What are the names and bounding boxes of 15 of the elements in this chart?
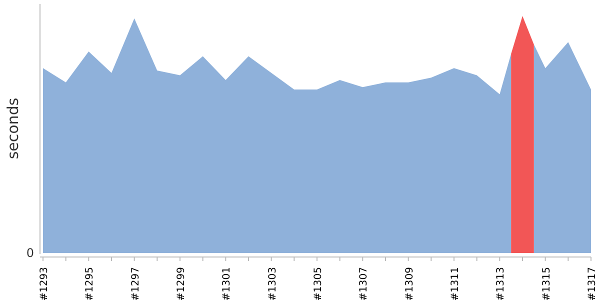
text: 0 <box>26 246 34 260</box>
x-tick-label: #1307 <box>358 267 370 300</box>
x-tick-label: #1313 <box>496 267 507 300</box>
x-tick-label: #1309 <box>404 267 416 300</box>
x-tick-label: #1311 <box>450 267 461 300</box>
x-tick-label: #1297 <box>130 267 142 300</box>
x-tick-label: #1293 <box>39 267 50 300</box>
y-axis-title: seconds <box>4 98 22 160</box>
x-tick-label: #1315 <box>541 267 552 300</box>
x-tick-label: #1317 <box>587 267 598 300</box>
x-tick-label: #1305 <box>313 267 324 300</box>
x-tick-label: #1299 <box>176 267 187 300</box>
x-tick-label: #1295 <box>84 267 96 300</box>
x-tick-label: #1303 <box>267 267 278 300</box>
x-tick-label: #1301 <box>222 267 233 300</box>
